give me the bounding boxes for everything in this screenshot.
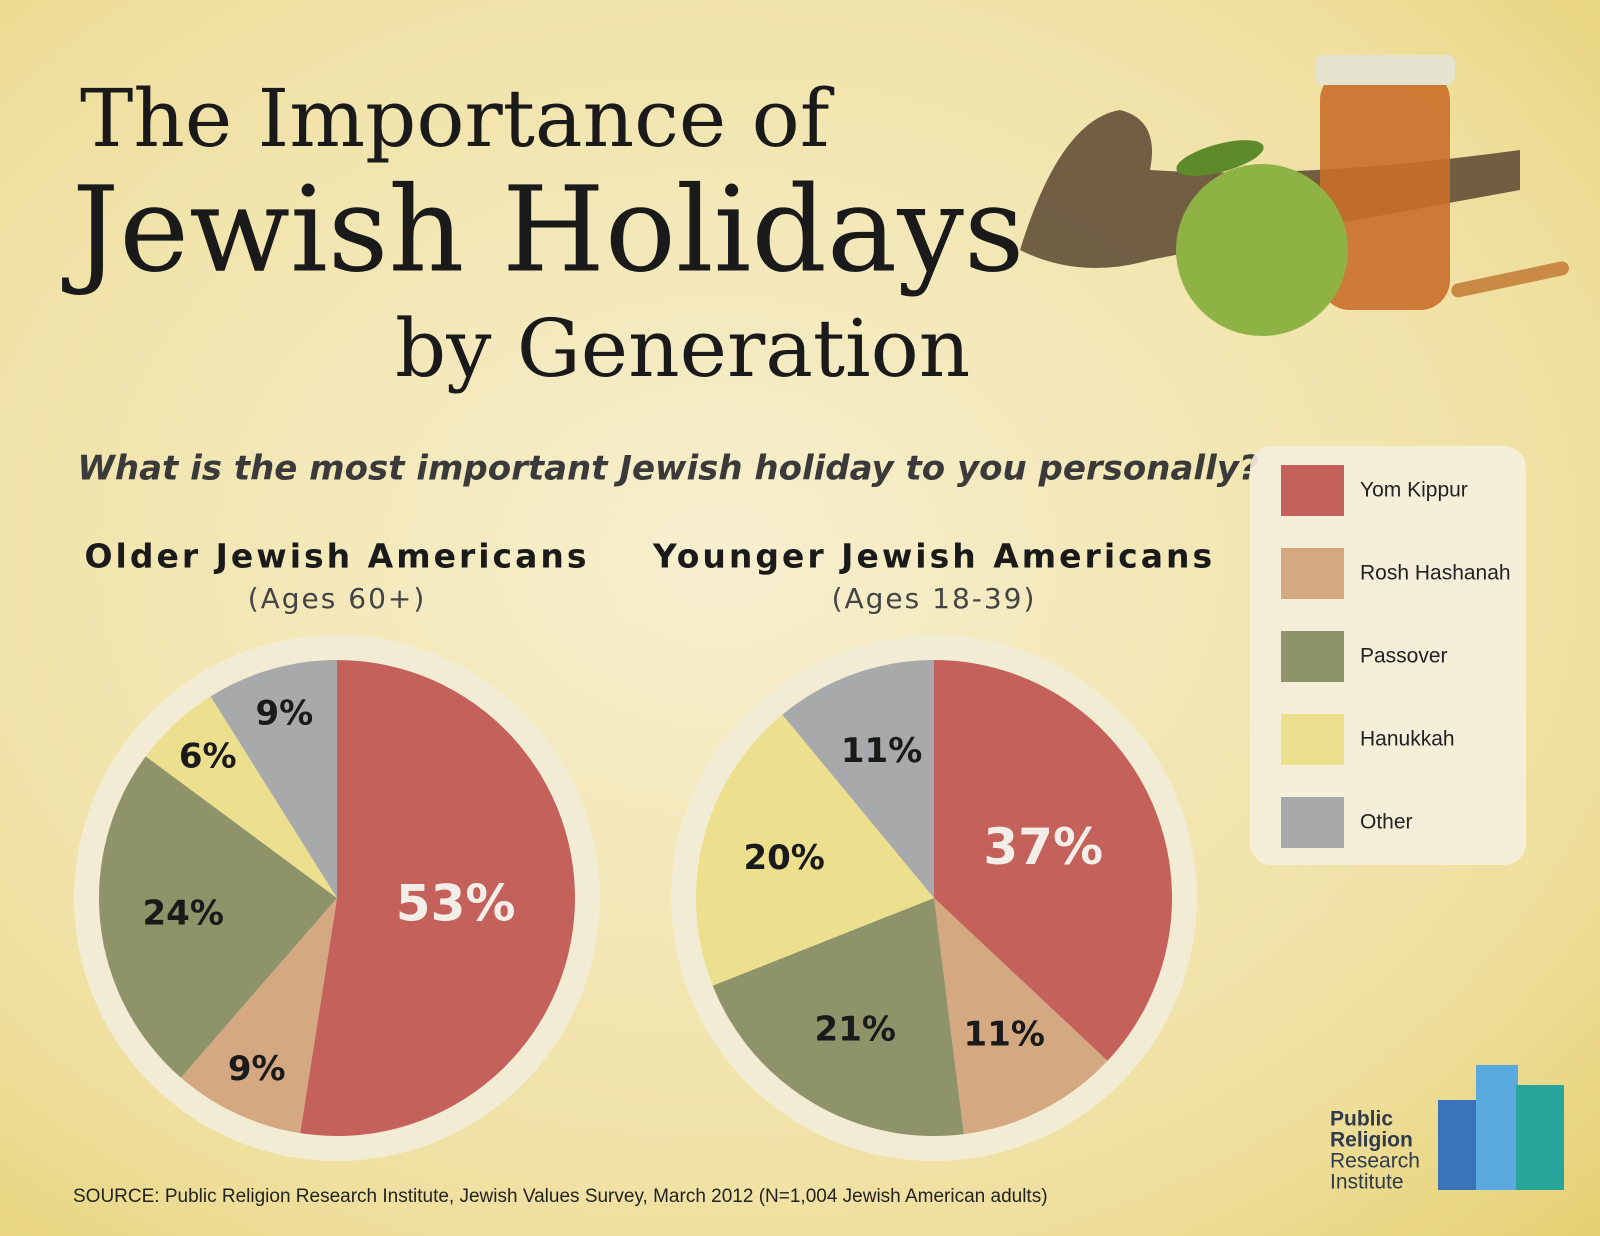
data-label: 6% — [179, 737, 237, 777]
data-label: 11% — [964, 1014, 1045, 1054]
data-label: 9% — [256, 694, 314, 734]
title-line: The Importance of — [80, 72, 835, 165]
pie-slice — [696, 714, 934, 986]
legend-label: Yom Kippur — [1360, 479, 1468, 502]
pie-slice — [934, 898, 1108, 1135]
pie-slice — [712, 898, 964, 1136]
chart-subtitle: (Ages 18-39) — [832, 582, 1037, 615]
pie-slice — [99, 756, 338, 1078]
data-label: 21% — [815, 1010, 896, 1050]
legend-label: Passover — [1360, 645, 1448, 668]
question: What is the most important Jewish holida… — [77, 449, 1258, 489]
pie-slice — [782, 660, 934, 898]
logo-text: Research — [1330, 1150, 1420, 1173]
data-label: 53% — [396, 875, 516, 933]
title-line: by Generation — [395, 302, 970, 395]
data-label: 37% — [983, 818, 1103, 876]
legend-swatch — [1281, 548, 1344, 599]
legend-swatch — [1281, 797, 1344, 848]
legend-label: Rosh Hashanah — [1360, 562, 1511, 585]
legend-label: Other — [1360, 811, 1413, 834]
legend-swatch — [1281, 714, 1344, 765]
pie-slice — [934, 660, 1173, 1061]
pie-slice — [300, 660, 576, 1136]
chart-subtitle: (Ages 60+) — [248, 582, 427, 615]
pie-slice — [210, 660, 337, 898]
data-label: 20% — [743, 838, 824, 878]
logo-text: Religion — [1330, 1129, 1413, 1152]
legend-swatch — [1281, 631, 1344, 682]
chart-title: Older Jewish Americans — [84, 537, 589, 576]
data-label: 11% — [841, 731, 922, 771]
logo-bars — [1438, 1065, 1564, 1190]
legend-label: Hanukkah — [1360, 728, 1455, 751]
logo-text: Institute — [1330, 1171, 1404, 1194]
legend: Yom Kippur Rosh Hashanah Passover Hanukkah O… — [1281, 465, 1511, 848]
pie-slice — [145, 696, 337, 898]
pie-slice — [180, 898, 337, 1134]
chart-title: Younger Jewish Americans — [652, 537, 1215, 576]
logo-text: Public — [1330, 1108, 1393, 1131]
data-label: 24% — [143, 893, 224, 933]
data-label: 9% — [228, 1049, 286, 1089]
source: SOURCE: Public Religion Research Institu… — [73, 1186, 1048, 1207]
legend-swatch — [1281, 465, 1344, 516]
decoration — [1020, 55, 1569, 336]
title-line: Jewish Holidays — [62, 161, 1024, 299]
